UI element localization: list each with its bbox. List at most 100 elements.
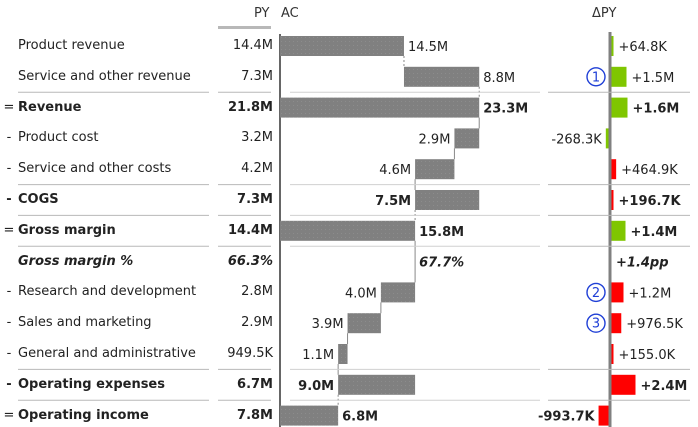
annotation-marker-number: 1 [592, 70, 600, 85]
row-label-text: Research and development [18, 284, 197, 300]
annotation-marker-number: 2 [592, 286, 600, 301]
header-delta-py: ΔPY [592, 6, 617, 21]
row-label: - COGS [0, 190, 59, 210]
row-label-text: COGS [18, 192, 59, 207]
ac-value-label: 8.8M [483, 71, 515, 86]
row-label: - Research and development [0, 282, 196, 302]
delta-bar [598, 405, 609, 426]
ac-bar [403, 66, 480, 87]
ac-value-label: 9.0M [298, 379, 334, 394]
delta-bar [611, 344, 614, 364]
row-label: = Gross margin [0, 221, 116, 241]
row-label: - Product cost [0, 128, 99, 148]
ac-value-label: 4.6M [379, 163, 411, 178]
ac-bar [454, 128, 480, 149]
ac-bar [280, 405, 339, 426]
py-value: 4.2M [241, 161, 273, 177]
row-prefix: - [6, 284, 12, 300]
delta-bar [611, 282, 624, 303]
ac-value-label: 15.8M [419, 225, 464, 240]
row-prefix: - [6, 161, 12, 177]
py-value: 3.2M [241, 130, 273, 146]
delta-bar [605, 128, 609, 149]
delta-bar [611, 97, 628, 118]
row-label: - Service and other costs [0, 159, 172, 179]
delta-value-label: +2.4M [641, 379, 688, 394]
annotation-marker[interactable] [586, 67, 606, 87]
delta-bar [611, 159, 617, 180]
ac-bar [280, 36, 404, 56]
delta-bar [611, 36, 614, 56]
row-prefix: = [3, 222, 15, 238]
row-prefix: - [6, 376, 12, 392]
header-py-underline [218, 26, 271, 29]
row-label-text: Product cost [18, 130, 99, 146]
delta-bar [611, 190, 614, 210]
py-value: 2.9M [241, 315, 273, 331]
row-label-text: Product revenue [18, 38, 125, 53]
row-label: Product revenue [0, 36, 125, 56]
delta-bar [611, 313, 622, 334]
header-py: PY [254, 6, 270, 21]
ac-bar [280, 97, 480, 118]
row-label-text: Service and other revenue [18, 68, 191, 84]
delta-bar [611, 220, 626, 241]
ac-bar [347, 313, 381, 334]
delta-value-label: +976.5K [626, 317, 683, 332]
delta-value-label: +1.4pp [616, 256, 669, 271]
delta-value-label: +1.5M [632, 71, 675, 86]
row-label: Gross margin % [0, 252, 133, 272]
py-value: 7.3M [241, 68, 273, 84]
delta-value-label: +64.8K [619, 40, 668, 55]
delta-value-label: +1.2M [629, 286, 672, 301]
delta-value-label: -993.7K [538, 410, 596, 425]
row-prefix: = [3, 99, 15, 115]
header-ac: AC [281, 6, 299, 21]
py-value: 7.3M [237, 192, 273, 207]
ac-bar [415, 159, 455, 180]
ac-bar [338, 374, 416, 395]
ac-bar [280, 220, 416, 241]
row-label-text: Sales and marketing [18, 315, 152, 331]
ac-value-label: 3.9M [312, 317, 344, 332]
py-value: 14.4M [232, 38, 273, 53]
ac-value-label: 4.0M [345, 286, 377, 301]
ac-bar [338, 344, 348, 364]
ac-value-label: 7.5M [375, 194, 411, 209]
py-value: 21.8M [227, 99, 273, 115]
row-label-text: Operating expenses [18, 376, 165, 392]
ac-value-label: 67.7% [419, 256, 464, 271]
py-value: 14.4M [227, 222, 273, 238]
delta-value-label: -268.3K [551, 132, 602, 147]
delta-value-label: +1.4M [631, 225, 678, 240]
annotation-marker-number: 3 [592, 317, 600, 332]
annotation-marker[interactable] [586, 282, 606, 303]
row-label-text: Gross margin [18, 222, 116, 238]
ac-value-label: 6.8M [342, 410, 378, 425]
delta-value-label: +1.6M [633, 102, 680, 117]
row-label-text: Operating income [18, 407, 149, 423]
py-value: 6.7M [237, 376, 273, 392]
ac-bar [380, 282, 416, 303]
row-label: - General and administrative [0, 344, 196, 364]
py-value: 949.5K [227, 346, 273, 361]
row-label-text: General and administrative [18, 346, 196, 361]
py-value: 66.3% [227, 253, 273, 269]
row-prefix: - [6, 346, 12, 361]
row-label: = Revenue [0, 98, 82, 118]
row-label: = Operating income [0, 406, 149, 426]
delta-bar [611, 374, 636, 395]
row-prefix: - [6, 192, 12, 207]
row-label: - Operating expenses [0, 375, 165, 395]
row-label-text: Service and other costs [18, 161, 172, 177]
delta-bar [611, 66, 627, 87]
row-label-text: Revenue [18, 99, 82, 115]
row-prefix: = [3, 407, 15, 423]
ac-bar [415, 190, 480, 210]
delta-value-label: +196.7K [619, 194, 682, 209]
ac-value-label: 23.3M [483, 102, 528, 117]
annotation-marker[interactable] [586, 313, 606, 333]
row-label-text: Gross margin % [18, 253, 134, 269]
delta-value-label: +464.9K [621, 163, 678, 178]
